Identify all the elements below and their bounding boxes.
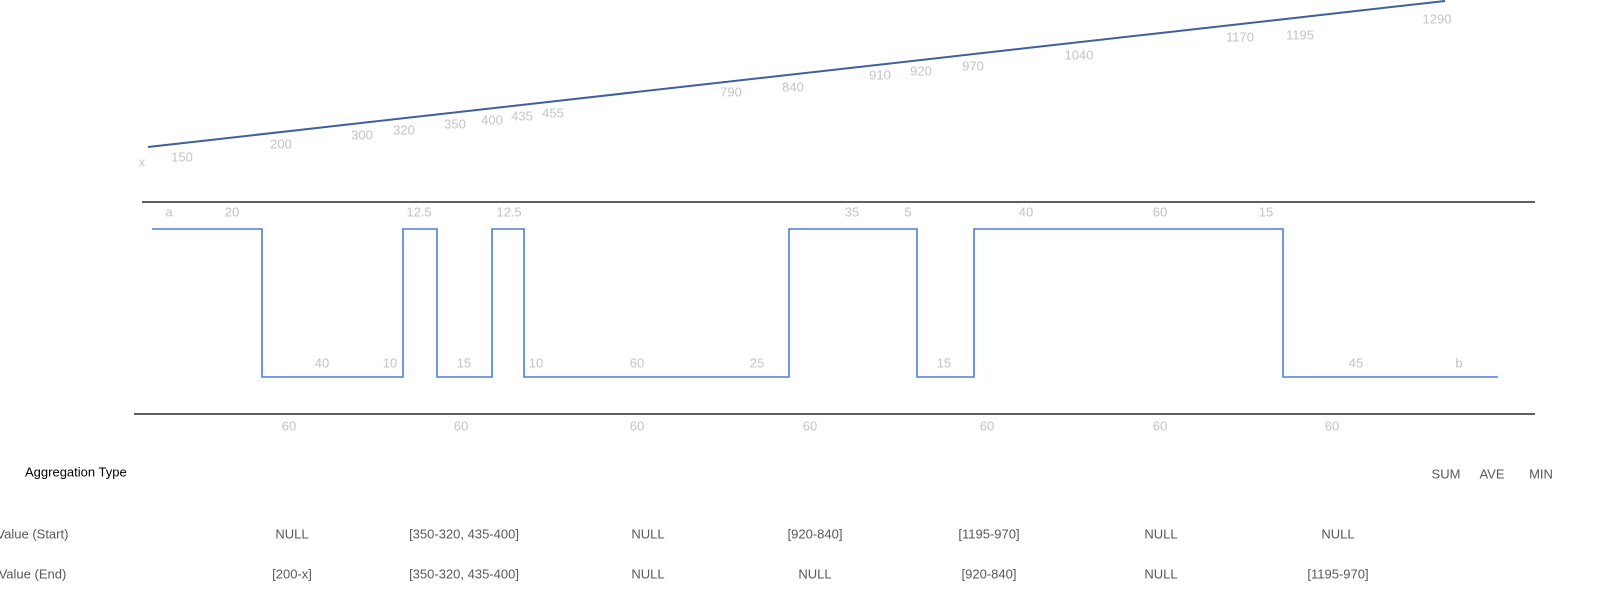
table-cell: [200-x] xyxy=(272,566,312,581)
step-label: a xyxy=(165,204,173,219)
point-label: 350 xyxy=(444,116,466,131)
point-label: 840 xyxy=(782,79,804,94)
step-line xyxy=(152,228,1498,378)
table-cell: NULL xyxy=(1144,526,1177,541)
table-cell: [1195-970] xyxy=(958,526,1019,541)
table-cell: NULL xyxy=(275,526,308,541)
table-cell: NULL xyxy=(798,566,831,581)
point-label: 1040 xyxy=(1065,47,1094,62)
point-label: 150 xyxy=(171,149,193,164)
point-label: 1195 xyxy=(1286,27,1314,42)
start-label: x xyxy=(139,154,146,169)
step-label: 10 xyxy=(383,355,397,370)
aggregation: MIN xyxy=(1529,466,1553,481)
axis-label: 60 xyxy=(803,418,817,433)
step-label: 15 xyxy=(937,355,951,370)
aggregation: AVE xyxy=(1479,466,1504,481)
step-label: 5 xyxy=(904,204,911,219)
step-label: 40 xyxy=(315,355,329,370)
step-label: 25 xyxy=(750,355,764,370)
point-label: 1170 xyxy=(1226,29,1254,44)
step-label: 15 xyxy=(1259,204,1273,219)
point-label: 790 xyxy=(720,84,742,99)
row-label: Event Value (End) xyxy=(0,566,66,581)
step-label: 12.5 xyxy=(406,204,431,219)
step-label: 10 xyxy=(529,355,543,370)
table-cell: NULL xyxy=(631,566,664,581)
step-label: 35 xyxy=(845,204,859,219)
step-label: 60 xyxy=(1153,204,1167,219)
point-label: 400 xyxy=(481,112,503,127)
table-cell: NULL xyxy=(1144,566,1177,581)
axis-label: 60 xyxy=(454,418,468,433)
point-label: 300 xyxy=(351,127,373,142)
point-label: 910 xyxy=(869,67,891,82)
step-label: 40 xyxy=(1019,204,1033,219)
row-label: Event Value (Start) xyxy=(0,526,68,541)
axis-label: 60 xyxy=(282,418,296,433)
top-line xyxy=(147,0,1446,148)
axis-label: 60 xyxy=(1153,418,1167,433)
table-cell: [350-320, 435-400] xyxy=(409,566,519,581)
table-header: Aggregation Type xyxy=(25,464,127,479)
table-cell: [920-840] xyxy=(788,526,843,541)
step-label: b xyxy=(1455,355,1462,370)
axis-label: 60 xyxy=(980,418,994,433)
point-label: 1290 xyxy=(1423,11,1452,26)
axis-label: 60 xyxy=(1325,418,1339,433)
point-label: 970 xyxy=(962,58,984,73)
step-label: 45 xyxy=(1349,355,1363,370)
step-label: 20 xyxy=(225,204,239,219)
table-cell: [1195-970] xyxy=(1307,566,1368,581)
table-cell: NULL xyxy=(631,526,664,541)
point-label: 920 xyxy=(910,63,932,78)
point-label: 200 xyxy=(270,136,292,151)
step-label: 15 xyxy=(457,355,471,370)
step-label: 12.5 xyxy=(496,204,521,219)
aggregation: SUM xyxy=(1432,466,1461,481)
point-label: 320 xyxy=(393,122,415,137)
axis-label: 60 xyxy=(630,418,644,433)
point-label: 435 xyxy=(511,108,533,123)
table-cell: NULL xyxy=(1321,526,1354,541)
step-label: 60 xyxy=(630,355,644,370)
point-label: 455 xyxy=(542,105,564,120)
table-cell: [920-840] xyxy=(962,566,1017,581)
table-cell: [350-320, 435-400] xyxy=(409,526,519,541)
